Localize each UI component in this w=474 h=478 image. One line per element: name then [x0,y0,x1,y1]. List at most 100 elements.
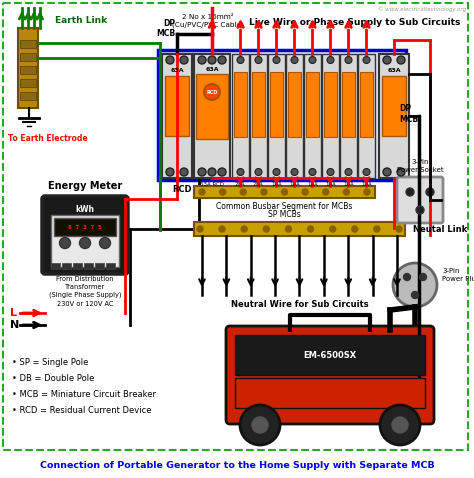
Circle shape [308,226,314,232]
Circle shape [291,56,298,64]
Circle shape [166,56,174,64]
Circle shape [198,56,206,64]
Bar [304,54,321,178]
Circle shape [282,189,288,195]
Bar [250,54,267,178]
Circle shape [403,273,410,281]
Text: RCD: RCD [206,89,218,95]
Bar [342,72,355,137]
Circle shape [255,169,262,175]
Text: 63A: 63A [387,68,401,73]
Bar [232,54,249,178]
Circle shape [261,189,267,195]
Circle shape [273,169,280,175]
Bar [234,72,247,137]
Circle shape [208,56,216,64]
Bar [51,263,60,269]
Bar [20,40,36,48]
Circle shape [273,56,280,64]
Circle shape [327,169,334,175]
Bar [235,335,425,375]
Text: 63A RCD: 63A RCD [200,182,224,187]
Circle shape [80,238,91,249]
Circle shape [380,405,420,445]
Bar [252,72,265,137]
Circle shape [397,168,405,176]
Circle shape [343,189,349,195]
Circle shape [166,168,174,176]
Circle shape [309,56,316,64]
Circle shape [352,226,358,232]
Bar [162,54,192,178]
Bar [20,66,36,74]
Circle shape [363,169,370,175]
Bar [165,76,189,136]
Text: To Earth Electrode: To Earth Electrode [8,134,88,143]
Bar [20,79,36,87]
Circle shape [397,56,405,64]
Bar [196,74,228,139]
Text: EM-6500SX: EM-6500SX [303,350,356,359]
Circle shape [309,169,316,175]
Circle shape [100,238,110,249]
Circle shape [204,84,220,100]
Circle shape [240,189,246,195]
Circle shape [180,56,188,64]
Bar [73,263,82,269]
Circle shape [393,263,437,307]
Text: 8 7 3 7 5: 8 7 3 7 5 [68,225,102,229]
Bar [235,378,425,408]
Circle shape [383,168,391,176]
Circle shape [218,168,226,176]
Circle shape [426,188,434,196]
Circle shape [208,168,216,176]
Bar [286,54,303,178]
Bar [54,218,116,236]
Circle shape [345,169,352,175]
Bar [194,54,230,178]
Circle shape [383,56,391,64]
Text: 16A: 16A [289,182,300,187]
Bar [51,215,119,267]
Text: Neutal Link: Neutal Link [413,225,467,233]
Text: 63A: 63A [205,67,219,72]
Circle shape [218,56,226,64]
Bar [62,263,71,269]
Text: 10A: 10A [325,182,336,187]
Text: 3-Pin
Power Socket: 3-Pin Power Socket [397,160,443,173]
Text: 3-Pin
Power Plug: 3-Pin Power Plug [442,268,474,282]
Bar [340,54,357,178]
Text: 2 No x 16mm²
(Cu/PVC/PVC Cable): 2 No x 16mm² (Cu/PVC/PVC Cable) [172,14,244,28]
Bar [306,72,319,137]
Circle shape [419,273,427,281]
Bar [158,50,406,180]
Text: Earth Link: Earth Link [55,16,107,25]
Circle shape [180,168,188,176]
Text: RCD: RCD [173,185,192,195]
Circle shape [252,417,268,433]
FancyBboxPatch shape [226,326,434,424]
Text: • RCD = Residual Current Device: • RCD = Residual Current Device [12,406,152,415]
Circle shape [329,226,336,232]
Text: From Distribution
Transformer
(Single Phase Supply)
230V or 120V AC: From Distribution Transformer (Single Ph… [49,276,121,306]
Circle shape [241,226,247,232]
Circle shape [291,169,298,175]
Text: 10A: 10A [343,182,354,187]
Circle shape [237,56,244,64]
Bar [270,72,283,137]
Text: 10A: 10A [361,182,372,187]
Bar [379,54,409,178]
Circle shape [255,56,262,64]
Bar [106,263,115,269]
Circle shape [240,405,280,445]
Text: © www.electricaltechnology.org: © www.electricaltechnology.org [378,6,466,11]
Text: 20A: 20A [253,182,264,187]
FancyBboxPatch shape [397,177,443,223]
Text: Connection of Portable Generator to the Home Supply with Separate MCB: Connection of Portable Generator to the … [40,461,434,470]
Circle shape [406,188,414,196]
Text: L: L [10,308,17,318]
Circle shape [396,226,402,232]
Circle shape [198,168,206,176]
Text: • SP = Single Pole: • SP = Single Pole [12,358,88,367]
Text: Energy Meter: Energy Meter [48,181,122,191]
